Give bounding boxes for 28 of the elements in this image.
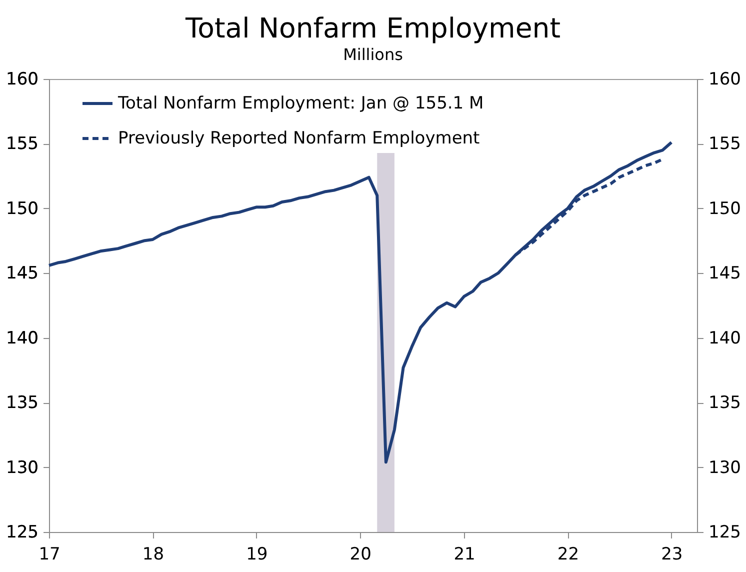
y2-tick-label: 160 (708, 70, 741, 90)
y-tick-label: 150 (6, 198, 38, 219)
y2-tick-label: 150 (708, 198, 741, 219)
line-series (514, 158, 664, 257)
chart-subtitle: Millions (343, 45, 403, 64)
legend-label: Total Nonfarm Employment: Jan @ 155.1 M (117, 94, 484, 114)
legend-label: Previously Reported Nonfarm Employment (118, 128, 480, 148)
y-tick-label: 155 (6, 134, 38, 154)
x-tick-label: 18 (142, 544, 164, 564)
x-tick-label: 21 (454, 544, 476, 564)
y2-tick-label: 145 (708, 264, 741, 284)
x-tick-label: 17 (38, 544, 60, 564)
y-tick-label: 135 (6, 393, 38, 414)
y-tick-label: 130 (6, 458, 38, 478)
y2-tick-label: 130 (708, 458, 741, 478)
x-tick-label: 23 (661, 544, 683, 564)
y-tick-label: 160 (6, 70, 38, 90)
y-tick-label: 140 (6, 328, 38, 348)
y-tick-label: 125 (6, 522, 38, 542)
y2-tick-label: 155 (708, 134, 741, 154)
x-tick-label: 19 (246, 544, 268, 564)
y-tick-label: 145 (6, 264, 38, 284)
y2-tick-label: 135 (708, 393, 741, 414)
y2-tick-label: 125 (708, 522, 741, 542)
x-tick-label: 22 (557, 544, 580, 564)
chart-title: Total Nonfarm Employment (184, 12, 561, 44)
y2-tick-label: 140 (708, 328, 741, 348)
x-tick-label: 20 (350, 544, 372, 564)
